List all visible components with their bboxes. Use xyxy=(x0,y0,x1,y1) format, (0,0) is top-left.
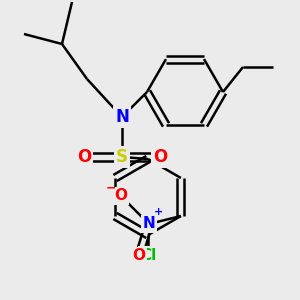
Text: Cl: Cl xyxy=(140,248,156,262)
Text: +: + xyxy=(154,207,164,217)
Text: O: O xyxy=(114,188,128,203)
Text: S: S xyxy=(116,148,128,166)
Text: O: O xyxy=(77,148,91,166)
Text: N: N xyxy=(115,108,129,126)
Text: O: O xyxy=(132,248,146,263)
Text: −: − xyxy=(106,182,116,194)
Text: O: O xyxy=(153,148,167,166)
Text: N: N xyxy=(142,217,155,232)
